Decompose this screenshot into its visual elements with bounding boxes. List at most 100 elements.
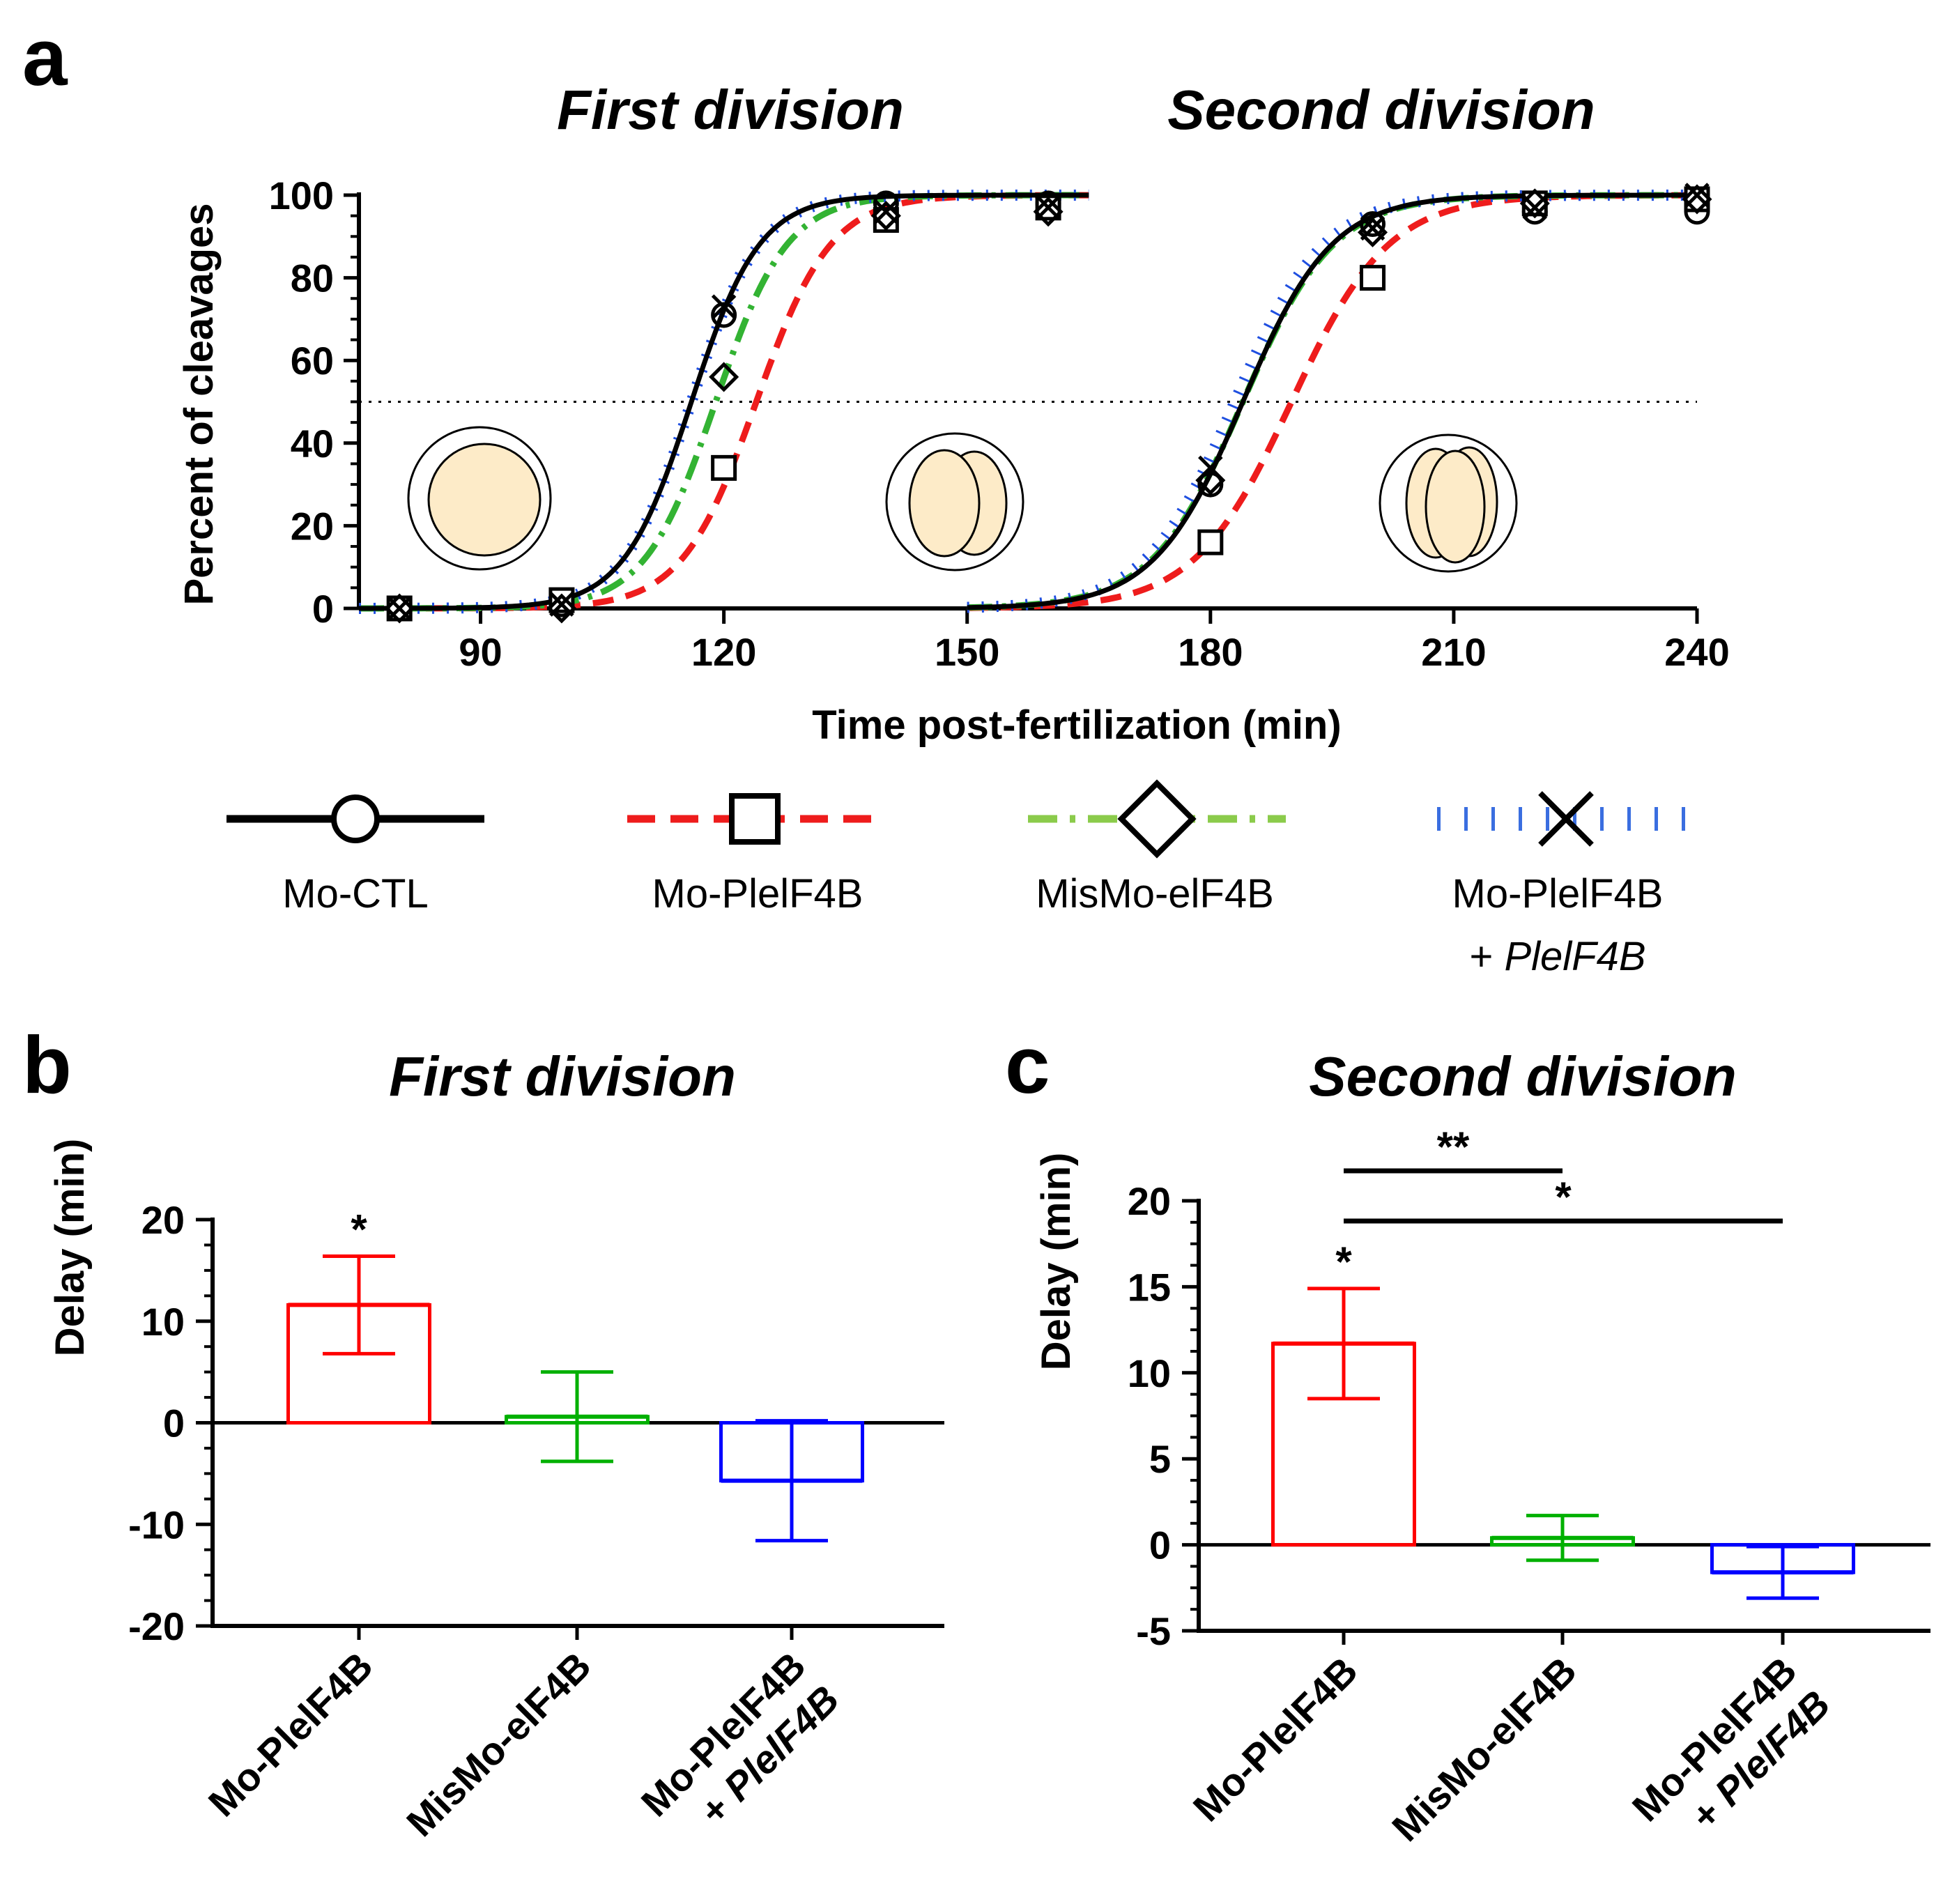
chart-b-category-1: MisMo-elF4B bbox=[398, 1643, 599, 1845]
point-cross-160 bbox=[1036, 195, 1061, 220]
category-label: Mo-PlelF4B bbox=[200, 1643, 381, 1825]
legend-cross-marker-icon bbox=[1538, 791, 1594, 847]
chart-a-ylabel: Percent of cleavages bbox=[176, 203, 222, 605]
point-cross-100 bbox=[549, 592, 574, 617]
chart-a-xtick-label: 90 bbox=[459, 630, 502, 674]
panel-letter-c: c bbox=[1005, 1020, 1050, 1110]
embryo-two-cell-icon bbox=[885, 432, 1024, 571]
point-diamond-160 bbox=[1033, 197, 1064, 227]
chart-b-category-2: Mo-PlelF4B+ PlelF4B bbox=[633, 1643, 847, 1833]
chart-a-xtick-label: 180 bbox=[1178, 630, 1243, 674]
point-cross-240 bbox=[1684, 183, 1710, 208]
legend-circle-marker-icon bbox=[331, 794, 380, 843]
chart-a-xlabel: Time post-fertilization (min) bbox=[812, 703, 1341, 748]
chart-a-ytick-label: 100 bbox=[269, 174, 334, 217]
legend-label-mismo-elf4b: MisMo-elF4B bbox=[1036, 871, 1274, 916]
point-circle-180 bbox=[1197, 471, 1224, 498]
point-square-100 bbox=[548, 587, 575, 613]
point-diamond-140 bbox=[870, 201, 901, 231]
chart-c-ytick-label: 15 bbox=[1128, 1265, 1171, 1309]
category-label: MisMo-elF4B bbox=[398, 1643, 599, 1845]
category-label: Mo-PlelF4B bbox=[1185, 1648, 1366, 1829]
chart-b-ytick-label: -10 bbox=[128, 1503, 185, 1546]
point-square-220 bbox=[1521, 190, 1548, 217]
point-diamond-120 bbox=[709, 362, 739, 392]
chart-c-ytick-label: 0 bbox=[1149, 1523, 1171, 1567]
point-cross-220 bbox=[1522, 195, 1548, 220]
legend-label-mo-plelf4b-rescue: Mo-PlelF4B bbox=[1452, 871, 1664, 916]
chart-c-category-1: MisMo-elF4B bbox=[1383, 1648, 1585, 1850]
chart-a-xtick-label: 210 bbox=[1421, 630, 1486, 674]
chart-c-ytick-label: 5 bbox=[1149, 1437, 1171, 1481]
chart-c-ylabel: Delay (min) bbox=[1034, 1153, 1079, 1371]
chart-a-ytick-label: 80 bbox=[291, 256, 334, 300]
chart-c-category-0: Mo-PlelF4B bbox=[1185, 1648, 1366, 1829]
chart-a-title-second: Second division bbox=[1167, 79, 1595, 141]
significance-star-b: * bbox=[351, 1206, 367, 1252]
chart-b-title: First division bbox=[389, 1045, 736, 1107]
point-circle-200 bbox=[1360, 211, 1386, 238]
significance-bracket-label: * bbox=[1555, 1174, 1572, 1220]
chart-c-ytick-label: 10 bbox=[1128, 1351, 1171, 1395]
chart-b-ytick-label: -20 bbox=[128, 1604, 185, 1648]
point-cross-140 bbox=[873, 199, 899, 224]
curve-mo-plelf4b-2 bbox=[967, 190, 1697, 613]
chart-b-ytick-label: 20 bbox=[141, 1198, 185, 1242]
panel-b: First division Delay (min) -20 -10 0 10 20 Mo… bbox=[47, 1045, 944, 1845]
legend-diamond-marker-icon bbox=[1117, 779, 1197, 859]
embryo-one-cell-icon bbox=[407, 426, 552, 571]
point-diamond-240 bbox=[1682, 184, 1712, 215]
chart-b-ylabel: Delay (min) bbox=[47, 1139, 93, 1357]
panel-a: First division Second division Percent o… bbox=[176, 79, 1730, 748]
chart-b-ytick-label: 10 bbox=[141, 1300, 185, 1344]
legend-label-mo-plelf4b: Mo-PlelF4B bbox=[652, 871, 863, 916]
chart-a-ytick-label: 40 bbox=[291, 422, 334, 466]
panel-c: Second division Delay (min) -5 0 5 10 15 20 Mo… bbox=[1034, 1045, 1930, 1850]
significance-star-c: * bbox=[1335, 1238, 1352, 1285]
chart-a-ytick-label: 20 bbox=[291, 504, 334, 548]
point-diamond-200 bbox=[1358, 217, 1388, 247]
significance-bracket-label: ** bbox=[1437, 1123, 1470, 1170]
chart-a-xtick-label: 120 bbox=[691, 630, 756, 674]
legend-item-mismo-elf4b: MisMo-elF4B bbox=[1028, 779, 1286, 916]
point-diamond-80 bbox=[384, 593, 415, 624]
point-square-120 bbox=[711, 454, 737, 481]
point-square-240 bbox=[1684, 186, 1710, 213]
legend-rescue-italic: PlelF4B bbox=[1504, 934, 1645, 979]
panel-letter-a: a bbox=[22, 12, 68, 102]
legend-item-mo-ctl: Mo-CTL bbox=[227, 794, 484, 916]
point-cross-80 bbox=[387, 596, 412, 621]
legend-item-mo-plelf4b: Mo-PlelF4B bbox=[627, 793, 875, 916]
chart-a-title-first: First division bbox=[557, 79, 904, 141]
chart-a-ytick-label: 60 bbox=[291, 339, 334, 383]
legend-label-mo-ctl: Mo-CTL bbox=[282, 871, 428, 916]
embryo-four-cell-icon bbox=[1379, 433, 1518, 573]
legend-label-mo-plelf4b-rescue-line2: + PlelF4B bbox=[1469, 934, 1645, 979]
panel-letter-b: b bbox=[22, 1020, 72, 1110]
curve-mismo-elf4b-2 bbox=[967, 192, 1697, 611]
chart-c-ytick-label: 20 bbox=[1128, 1179, 1171, 1223]
chart-b-ytick-label: 0 bbox=[163, 1402, 185, 1445]
point-square-200 bbox=[1360, 265, 1386, 291]
chart-a-xtick-label: 150 bbox=[935, 630, 999, 674]
point-cross-200 bbox=[1360, 215, 1385, 241]
legend-rescue-prefix: + bbox=[1469, 934, 1504, 979]
point-square-180 bbox=[1197, 529, 1224, 555]
chart-a-xtick-label: 240 bbox=[1664, 630, 1729, 674]
curve-mo-plelf4b-2 bbox=[967, 192, 1698, 611]
point-diamond-100 bbox=[546, 593, 577, 624]
point-cross-120 bbox=[711, 294, 737, 319]
legend-square-marker-icon bbox=[729, 793, 781, 845]
chart-c-ytick-label: -5 bbox=[1136, 1609, 1171, 1653]
curve-mo-ctl-2 bbox=[967, 192, 1697, 611]
category-label: MisMo-elF4B bbox=[1383, 1648, 1585, 1850]
legend: Mo-CTL Mo-PlelF4B MisMo-elF4B Mo-PlelF4B… bbox=[227, 779, 1707, 979]
chart-c-category-2: Mo-PlelF4B+ PlelF4B bbox=[1624, 1648, 1838, 1838]
point-circle-120 bbox=[711, 302, 737, 328]
chart-b-category-0: Mo-PlelF4B bbox=[200, 1643, 381, 1825]
chart-a-ytick-label: 0 bbox=[312, 587, 334, 631]
curve-mo-plelf4b-1 bbox=[359, 192, 1089, 612]
legend-item-mo-plelf4b-rescue: Mo-PlelF4B + PlelF4B bbox=[1437, 791, 1707, 979]
curve-mo-ctl-1 bbox=[359, 192, 1089, 611]
